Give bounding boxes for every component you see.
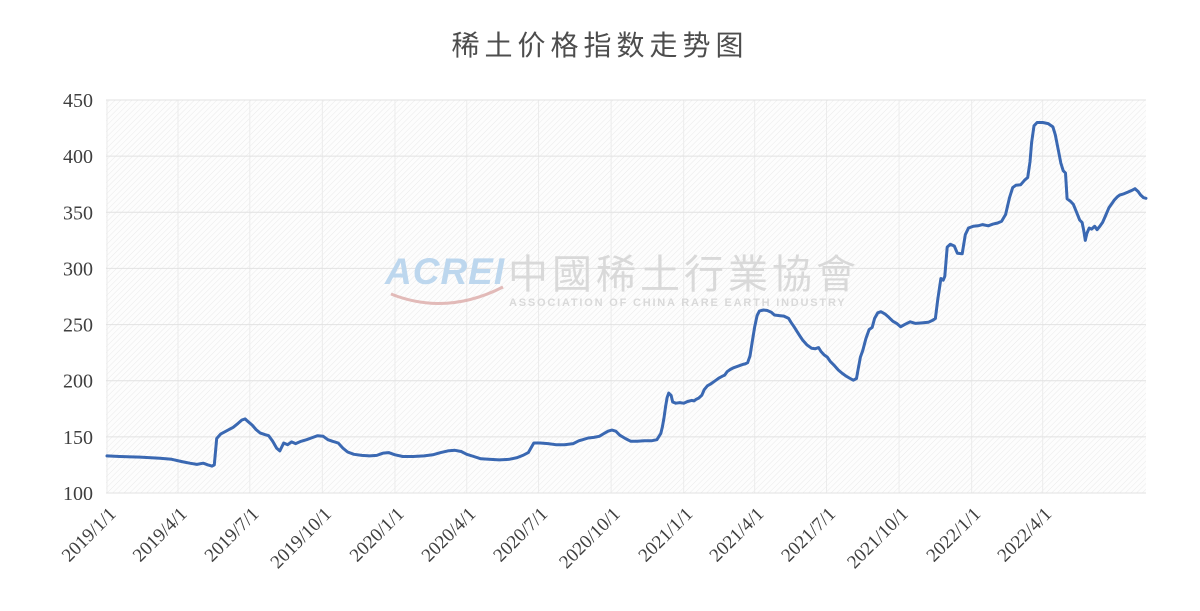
x-axis-tick-label: 2020/4/1	[418, 504, 481, 567]
x-axis-tick-label: 2022/1/1	[923, 504, 986, 567]
watermark-chinese-name: 中國稀土行業協會	[508, 252, 860, 298]
y-axis-tick-label: 450	[63, 90, 93, 112]
page-title: 稀土价格指数走势图	[451, 29, 749, 62]
x-axis-tick-label: 2019/4/1	[129, 504, 192, 567]
x-axis-tick-label: 2021/7/1	[777, 504, 840, 567]
y-axis-tick-label: 200	[63, 371, 93, 393]
x-axis-tick-label: 2020/10/1	[555, 504, 624, 573]
y-axis-tick-label: 300	[63, 258, 93, 280]
x-axis-tick-label: 2022/4/1	[994, 504, 1057, 567]
x-axis-tick-label: 2019/10/1	[267, 504, 336, 573]
plot-area	[106, 100, 1146, 493]
x-axis-tick-label: 2021/4/1	[706, 504, 769, 567]
watermark-swoosh-icon	[390, 285, 504, 305]
series-layer	[105, 121, 1148, 468]
y-axis-tick-label: 400	[63, 146, 93, 168]
watermark-acrei-logo: ACREI	[384, 251, 505, 292]
watermark: ACREI 中國稀土行業協會 ASSOCIATION OF CHINA RARE…	[384, 251, 860, 309]
price-index-series-line	[105, 121, 1148, 468]
watermark-english-name: ASSOCIATION OF CHINA RARE EARTH INDUSTRY	[509, 297, 846, 309]
x-axis-tick-label: 2019/1/1	[58, 504, 121, 567]
gridlines	[106, 99, 1146, 494]
y-axis-tick-label: 150	[63, 427, 93, 449]
x-axis-tick-label: 2020/7/1	[489, 504, 552, 567]
x-axis-tick-label: 2021/10/1	[843, 504, 912, 573]
x-axis-tick-label: 2021/1/1	[635, 504, 698, 567]
y-axis-tick-label: 250	[63, 315, 93, 337]
y-axis-tick-label: 350	[63, 202, 93, 224]
x-axis-tick-label: 2019/7/1	[201, 504, 264, 567]
x-axis-tick-label: 2020/1/1	[346, 504, 409, 567]
y-axis-tick-label: 100	[63, 483, 93, 505]
